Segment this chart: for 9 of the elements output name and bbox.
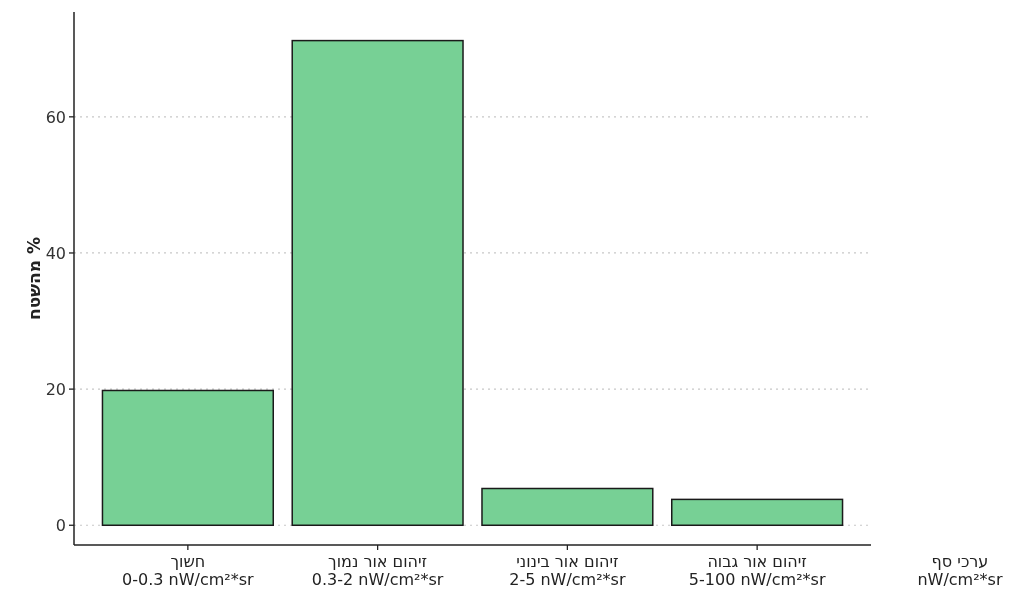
y-axis-title: % מהשטח [24,236,44,321]
bar [481,487,654,527]
y-tick-label: 0 [55,516,66,536]
y-tick-label: 40 [45,243,66,263]
y-tick-label: 60 [45,107,66,127]
bar [291,39,464,527]
bar [671,498,844,527]
bar [101,389,274,527]
y-tick-label: 20 [45,380,66,400]
